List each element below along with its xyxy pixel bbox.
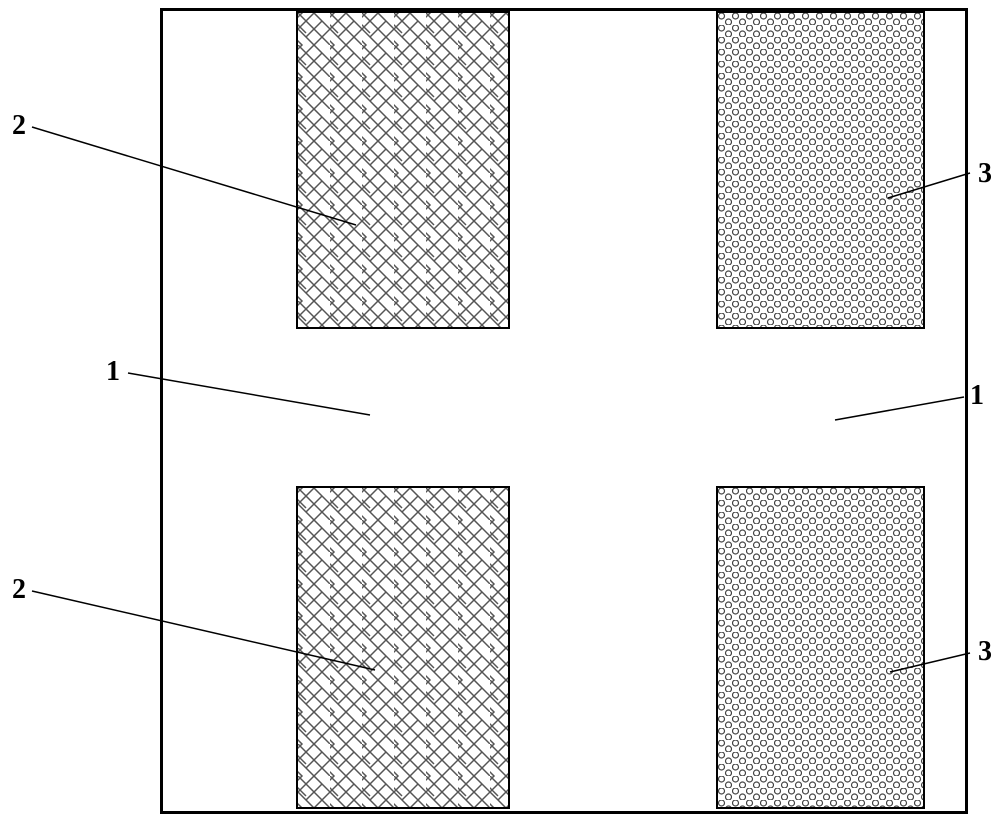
label-1a: 1 [106,356,120,388]
label-1b: 1 [970,380,984,412]
diagram-stage: 2 1 2 3 1 3 [0,0,1000,819]
dot-pattern-top [718,13,923,327]
herringbone-pattern-bottom [298,488,508,807]
herringbone-block-bottom [296,486,510,809]
label-3a: 3 [978,158,992,190]
dot-pattern-bottom [718,488,923,807]
dotted-block-bottom [716,486,925,809]
herringbone-block-top [296,11,510,329]
herringbone-pattern-top [298,13,508,327]
label-3b: 3 [978,636,992,668]
dotted-block-top [716,11,925,329]
label-2b: 2 [12,574,26,606]
label-2a: 2 [12,110,26,142]
